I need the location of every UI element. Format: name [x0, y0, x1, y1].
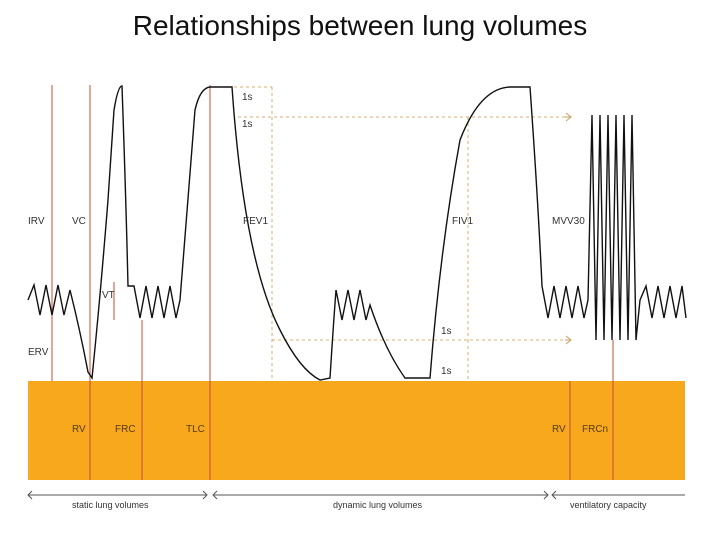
label-1s-top-b: 1s	[242, 119, 253, 130]
band-label-frcn: FRCn	[582, 424, 608, 435]
trace-tail	[639, 283, 687, 319]
arrow-static	[27, 490, 208, 500]
arrow-dynamic	[212, 490, 549, 500]
label-erv: ERV	[28, 347, 49, 358]
band-label-tlc: TLC	[186, 424, 205, 435]
label-1s-bottom-b: 1s	[441, 366, 452, 377]
label-1s-top-a: 1s	[242, 92, 253, 103]
mvv-trace	[587, 114, 641, 341]
marker-lines	[51, 85, 614, 480]
label-fiv1: FIV1	[452, 216, 474, 227]
band-label-rv: RV	[72, 424, 86, 435]
label-vc: VC	[72, 216, 86, 227]
footer-arrows	[27, 490, 685, 500]
mvv-oscillations	[587, 114, 687, 341]
band-label-rv-right: RV	[552, 424, 566, 435]
label-irv: IRV	[28, 216, 45, 227]
arrowhead-bottom	[565, 335, 572, 345]
arrow-ventilatory	[551, 490, 685, 500]
page-title: Relationships between lung volumes	[132, 10, 588, 41]
footer-ventilatory-label: ventilatory capacity	[570, 500, 647, 510]
arrowheads	[565, 112, 572, 345]
band-label-frc: FRC	[115, 424, 136, 435]
arrowhead-top	[565, 112, 572, 122]
label-vt: VT	[102, 290, 115, 301]
label-mvv30: MVV30	[552, 216, 585, 227]
timing-lines	[210, 86, 565, 381]
footer-dynamic-label: dynamic lung volumes	[333, 500, 423, 510]
footer-static-label: static lung volumes	[72, 500, 149, 510]
label-1s-bottom-a: 1s	[441, 326, 452, 337]
spirometry-trace	[27, 85, 589, 381]
label-fev1: FEV1	[243, 216, 268, 227]
volume-band	[28, 381, 685, 480]
